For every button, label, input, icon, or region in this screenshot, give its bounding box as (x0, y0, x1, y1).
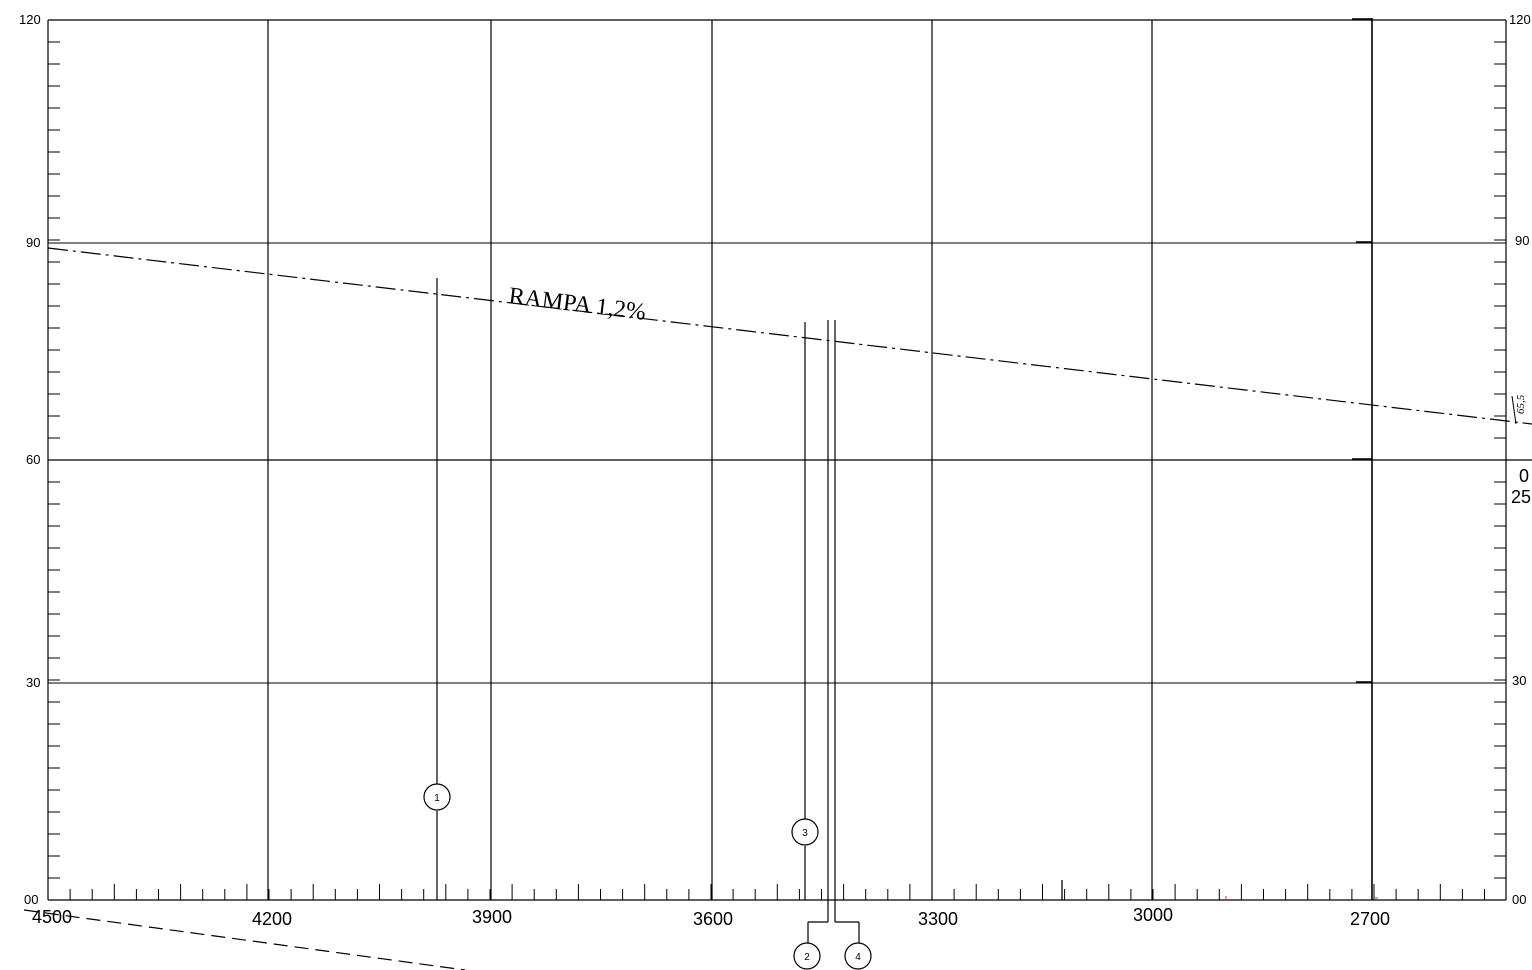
marker-3-circle (791, 818, 819, 846)
x-label-2700: 2700 (1350, 909, 1390, 929)
edge-text-25: 25 (1511, 487, 1531, 507)
x-label-3300: 3300 (918, 909, 958, 929)
y-label-right-30: 30 (1512, 673, 1526, 688)
marker-2: 2 (793, 942, 821, 970)
x-label-4200: 4200 (252, 909, 292, 929)
marker-2-circle (793, 942, 821, 970)
callout-2 (807, 320, 829, 943)
y-label-right-00: 00 (1512, 892, 1526, 907)
x-label-3600: 3600 (693, 909, 733, 929)
x-label-4500: 4500 (32, 907, 72, 927)
x-axis-labels: 4500 4200 3900 3600 3300 3000 2700 (32, 905, 1390, 929)
right-axis-ticks (1494, 41, 1506, 879)
lower-dashed-line (23, 909, 466, 970)
marker-3: 3 (791, 818, 819, 846)
marker-1-label: 1 (434, 793, 440, 804)
marker-2-label: 2 (804, 952, 810, 963)
bottom-axis-ticks (69, 884, 1485, 900)
x-label-3900: 3900 (472, 907, 512, 927)
slope-label: RAMPA 1,2% (507, 283, 647, 326)
y-label-left-00: 00 (24, 892, 38, 907)
y-label-left-60: 60 (26, 452, 40, 467)
y-label-left-30: 30 (26, 675, 40, 690)
marker-3-label: 3 (802, 828, 808, 839)
dimension-tick (1511, 395, 1517, 425)
right-axis-labels: 120 90 30 00 (1509, 12, 1531, 907)
horizontal-gridlines (48, 242, 1532, 684)
y-label-right-90: 90 (1515, 233, 1529, 248)
y-label-left-120: 120 (19, 12, 41, 27)
marker-4: 4 (844, 942, 872, 970)
ramp-slope-line (47, 247, 1532, 425)
marker-4-circle (844, 942, 872, 970)
dimension-label: 65,5 (1515, 394, 1527, 414)
vertical-gridlines (267, 18, 1373, 900)
marker-1-circle (423, 783, 451, 811)
marker-1: 1 (423, 783, 451, 811)
y-label-right-120: 120 (1509, 12, 1531, 27)
callout-4 (834, 320, 860, 943)
left-axis-ticks (48, 41, 60, 879)
edge-text-0: 0 (1519, 466, 1529, 486)
left-axis-labels: 120 90 60 30 00 (19, 12, 41, 907)
y-label-left-90: 90 (26, 235, 40, 250)
marker-4-label: 4 (855, 952, 861, 963)
x-label-3000: 3000 (1133, 905, 1173, 925)
